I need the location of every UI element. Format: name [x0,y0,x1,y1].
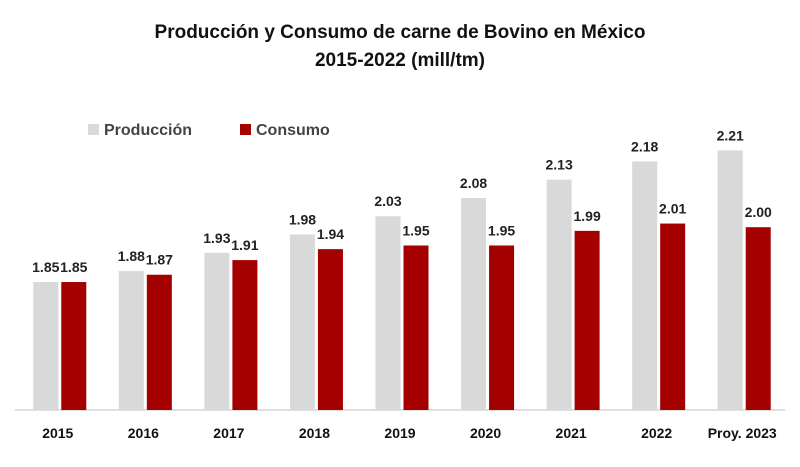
chart-title: Producción y Consumo de carne de Bovino … [154,22,646,43]
consumo-value-label-7: 2.01 [659,201,686,217]
produccion-bar-6 [546,179,572,410]
consumo-value-label-6: 1.99 [573,208,600,224]
consumo-bar-3 [317,249,343,410]
produccion-bar-5 [461,197,487,410]
x-tick-label-6: 2021 [556,425,587,441]
produccion-value-label-3: 1.98 [289,212,316,228]
x-tick-label-1: 2016 [128,425,159,441]
produccion-bar-0 [33,282,59,410]
consumo-value-label-2: 1.91 [231,237,258,253]
produccion-value-label-4: 2.03 [374,193,401,209]
legend-label-1: Consumo [256,122,330,139]
consumo-bar-2 [232,260,258,410]
produccion-value-label-0: 1.85 [32,259,59,275]
x-tick-label-8: Proy. 2023 [708,425,777,441]
produccion-value-label-7: 2.18 [631,138,658,154]
consumo-bar-1 [146,274,172,410]
produccion-value-label-5: 2.08 [460,175,487,191]
produccion-bar-7 [632,161,658,410]
consumo-value-label-1: 1.87 [146,252,173,268]
x-tick-label-5: 2020 [470,425,501,441]
produccion-bar-2 [204,252,230,410]
produccion-value-label-6: 2.13 [545,157,572,173]
legend-swatch-0 [88,124,99,135]
x-tick-label-3: 2018 [299,425,330,441]
x-tick-label-4: 2019 [384,425,415,441]
legend-label-0: Producción [104,122,192,139]
consumo-bar-6 [574,230,600,410]
produccion-bar-3 [289,234,315,410]
consumo-bar-8 [745,227,771,410]
produccion-bar-8 [717,150,743,410]
x-tick-label-2: 2017 [213,425,244,441]
consumo-value-label-4: 1.95 [402,222,429,238]
produccion-bar-1 [118,271,144,410]
produccion-bar-4 [375,216,401,410]
consumo-bar-4 [403,245,429,410]
consumo-value-label-3: 1.94 [317,226,344,242]
produccion-value-label-1: 1.88 [118,248,145,264]
consumo-bar-7 [660,223,686,410]
consumo-value-label-0: 1.85 [60,259,87,275]
legend-swatch-1 [240,124,251,135]
consumo-value-label-5: 1.95 [488,222,515,238]
consumo-bar-5 [489,245,515,410]
consumo-bar-0 [61,282,87,410]
produccion-value-label-8: 2.21 [717,127,744,143]
x-tick-label-7: 2022 [641,425,672,441]
x-tick-label-0: 2015 [42,425,73,441]
chart-subtitle: 2015-2022 (mill/tm) [314,50,486,71]
consumo-value-label-8: 2.00 [745,204,772,220]
produccion-value-label-2: 1.93 [203,230,230,246]
